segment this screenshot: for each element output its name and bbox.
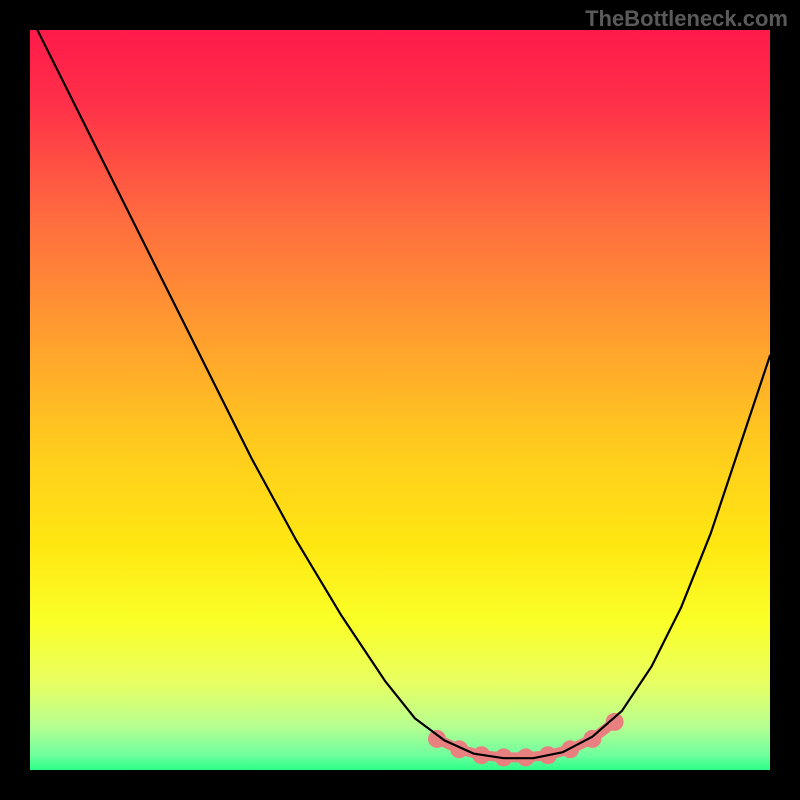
bottleneck-chart: TheBottleneck.com [0, 0, 800, 800]
watermark-text: TheBottleneck.com [585, 6, 788, 32]
plot-background [30, 30, 770, 770]
chart-svg [0, 0, 800, 800]
